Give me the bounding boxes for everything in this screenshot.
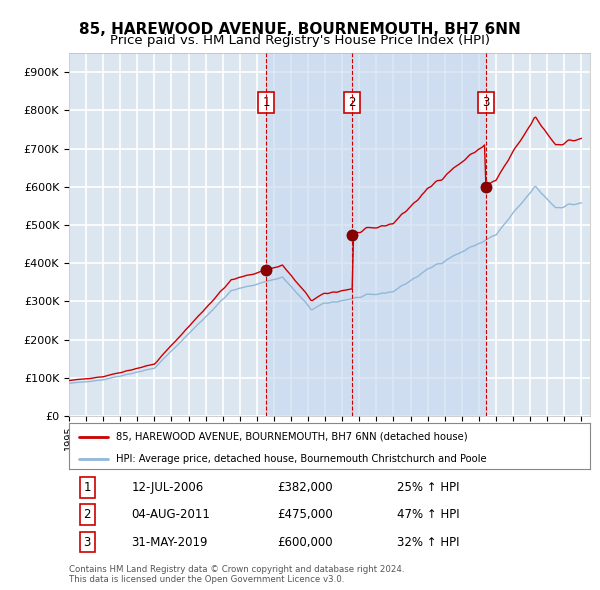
Text: 3: 3 [482, 96, 490, 109]
Text: 1: 1 [262, 96, 270, 109]
Text: 04-AUG-2011: 04-AUG-2011 [131, 508, 211, 522]
Text: 2: 2 [83, 508, 91, 522]
Text: £600,000: £600,000 [277, 536, 333, 549]
Text: HPI: Average price, detached house, Bournemouth Christchurch and Poole: HPI: Average price, detached house, Bour… [116, 454, 487, 464]
Text: 3: 3 [83, 536, 91, 549]
Text: 85, HAREWOOD AVENUE, BOURNEMOUTH, BH7 6NN (detached house): 85, HAREWOOD AVENUE, BOURNEMOUTH, BH7 6N… [116, 432, 467, 442]
Text: 12-JUL-2006: 12-JUL-2006 [131, 481, 204, 494]
Text: £382,000: £382,000 [277, 481, 333, 494]
Text: 32% ↑ HPI: 32% ↑ HPI [397, 536, 460, 549]
Text: 1: 1 [83, 481, 91, 494]
Text: This data is licensed under the Open Government Licence v3.0.: This data is licensed under the Open Gov… [69, 575, 344, 584]
Text: 31-MAY-2019: 31-MAY-2019 [131, 536, 208, 549]
Bar [266, 53, 486, 416]
Text: Contains HM Land Registry data © Crown copyright and database right 2024.: Contains HM Land Registry data © Crown c… [69, 565, 404, 574]
Text: 47% ↑ HPI: 47% ↑ HPI [397, 508, 460, 522]
Text: Price paid vs. HM Land Registry's House Price Index (HPI): Price paid vs. HM Land Registry's House … [110, 34, 490, 47]
Text: 2: 2 [349, 96, 356, 109]
Text: £475,000: £475,000 [277, 508, 333, 522]
Text: 85, HAREWOOD AVENUE, BOURNEMOUTH, BH7 6NN: 85, HAREWOOD AVENUE, BOURNEMOUTH, BH7 6N… [79, 22, 521, 37]
Text: 25% ↑ HPI: 25% ↑ HPI [397, 481, 460, 494]
